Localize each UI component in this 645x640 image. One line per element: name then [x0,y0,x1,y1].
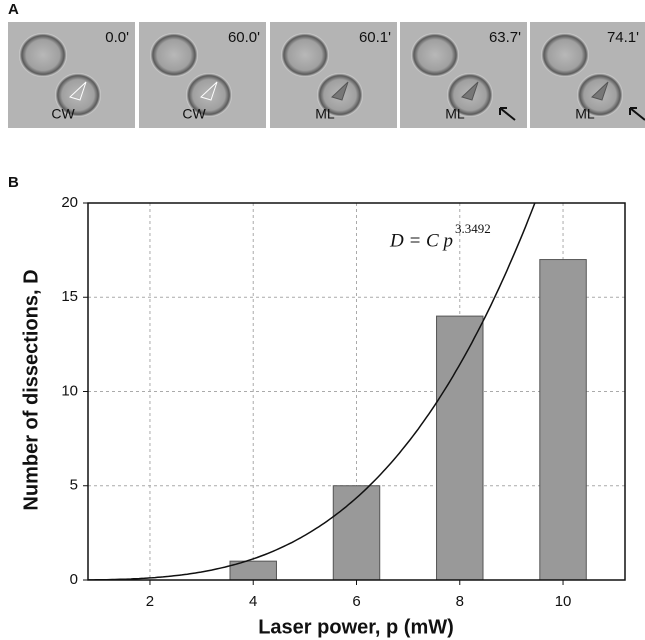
y-tick-label: 5 [70,477,78,494]
arrow [629,107,645,121]
y-tick-label: 15 [61,288,78,305]
cell [186,73,232,117]
y-tick-label: 20 [61,194,78,211]
time-label: 60.0' [228,29,260,46]
y-tick-label: 0 [70,571,78,588]
time-label: 0.0' [105,29,129,46]
fit-curve [88,203,536,580]
cell [19,33,67,77]
arrowhead-marker [591,81,609,101]
bar [539,259,587,581]
time-label: 74.1' [607,29,639,46]
bar [436,315,484,581]
arrowhead-marker [331,81,349,101]
cell [150,33,198,77]
arrowhead-marker [69,81,87,101]
arrowhead-marker [461,81,479,101]
marker-label: ML [445,106,465,122]
cell [411,33,459,77]
x-tick-label: 6 [352,593,360,610]
cell [55,73,101,117]
bar [332,485,381,581]
y-axis-label: Number of dissections, D [20,269,42,510]
cell [281,33,329,77]
x-tick-label: 4 [249,593,257,610]
arrow [499,107,516,121]
time-label: 63.7' [489,29,521,46]
x-axis-label: Laser power, p (mW) [258,616,454,638]
plot: 0 5 10 15 20 2 4 6 8 10 D = C p3.3492 [61,194,626,610]
annotation-exponent: 3.3492 [455,221,491,236]
panel-label: A [8,1,19,18]
marker-label: ML [315,106,335,122]
marker-label: ML [575,106,595,122]
x-tick-label: 2 [146,593,154,610]
annotation: D = C p [389,230,453,251]
marker-label: CW [182,106,206,122]
x-tick-label: 10 [555,593,572,610]
cell [541,33,589,77]
x-tick-label: 8 [456,593,464,610]
image-strip: 0.0' CW 60.0' CW 60.1' ML 63.7' ML 74.1' ML [8,22,645,128]
time-label: 60.1' [359,29,391,46]
y-tick-label: 10 [61,382,78,399]
arrowhead-marker [200,81,218,101]
marker-label: CW [51,106,75,122]
panel-label: B [8,174,19,191]
plot-frame [87,202,626,581]
